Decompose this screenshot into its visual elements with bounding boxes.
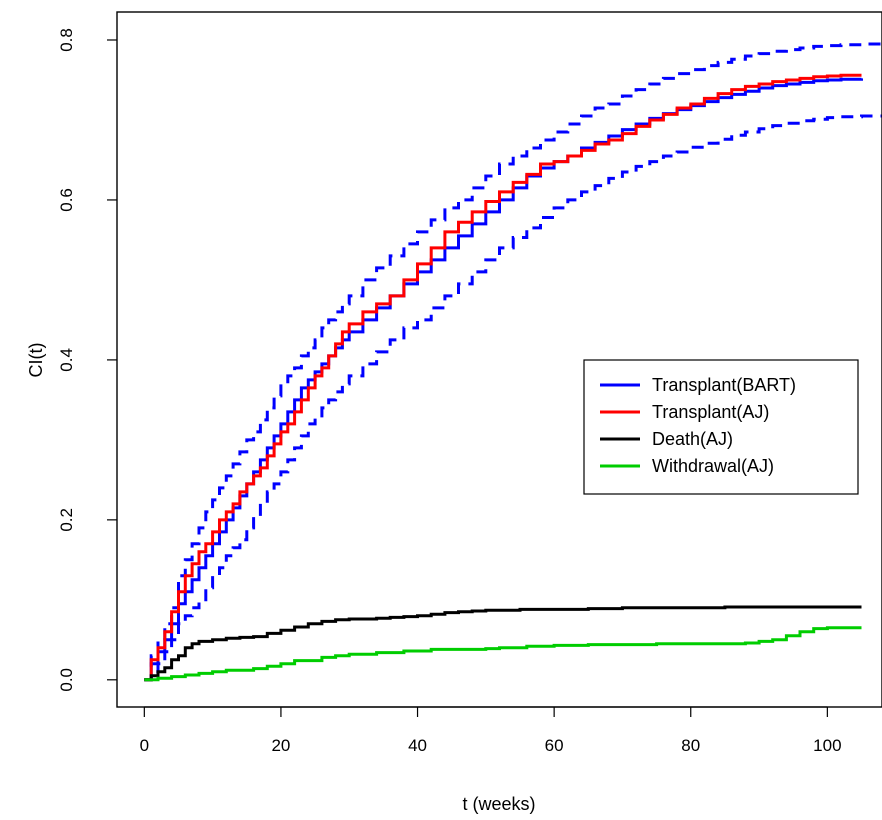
x-tick-label: 0: [140, 736, 149, 755]
legend-label-withdrawal-aj: Withdrawal(AJ): [652, 456, 774, 476]
legend-label-transplant-aj: Transplant(AJ): [652, 402, 769, 422]
y-axis-label: CI(t): [26, 343, 46, 378]
x-tick-label: 100: [813, 736, 841, 755]
y-tick-label: 0.0: [57, 668, 76, 692]
legend-label-transplant-bart: Transplant(BART): [652, 375, 796, 395]
legend-label-death-aj: Death(AJ): [652, 429, 733, 449]
series-line-transplant-aj: [144, 73, 862, 682]
y-tick-label: 0.4: [57, 348, 76, 372]
y-tick-label: 0.2: [57, 508, 76, 532]
y-tick-label: 0.6: [57, 188, 76, 212]
y-axis: 0.0 0.2 0.4 0.6 0.8: [57, 28, 117, 692]
legend-box: [583, 359, 859, 495]
legend-entries: Transplant(BART) Transplant(AJ) Death(AJ) W…: [600, 375, 796, 476]
legend: Transplant(BART) Transplant(AJ) Death(AJ) W…: [583, 359, 859, 495]
y-tick-label: 0.8: [57, 28, 76, 52]
series-line-withdrawal-aj: [144, 626, 862, 682]
series-line-transplant-bart-upper: [144, 42, 882, 682]
series-line-death-aj: [144, 605, 862, 682]
x-tick-label: 20: [271, 736, 290, 755]
x-tick-label: 40: [408, 736, 427, 755]
x-axis: 0 20 40 60 80 100: [140, 706, 842, 755]
x-tick-label: 60: [545, 736, 564, 755]
series-line-transplant-bart-lower: [144, 114, 882, 682]
x-axis-label: t (weeks): [462, 794, 535, 814]
series-layer: [144, 42, 882, 682]
x-tick-label: 80: [681, 736, 700, 755]
